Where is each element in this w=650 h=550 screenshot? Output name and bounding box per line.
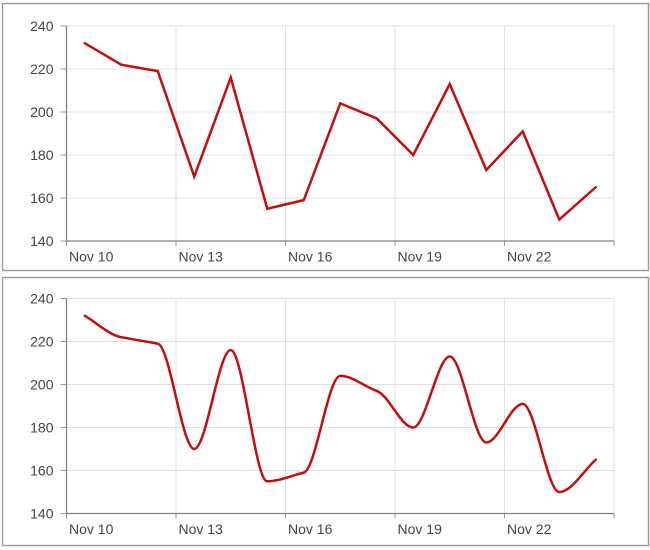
svg-text:180: 180 [30, 420, 54, 436]
svg-text:Nov 13: Nov 13 [179, 249, 224, 265]
svg-text:Nov 16: Nov 16 [288, 249, 333, 265]
svg-text:Nov 13: Nov 13 [179, 521, 224, 537]
svg-text:Nov 19: Nov 19 [398, 249, 443, 265]
svg-text:240: 240 [30, 18, 54, 34]
svg-text:140: 140 [30, 233, 54, 249]
svg-text:200: 200 [30, 104, 54, 120]
svg-text:Nov 19: Nov 19 [398, 521, 443, 537]
svg-text:140: 140 [30, 506, 54, 522]
svg-text:Nov 10: Nov 10 [69, 521, 114, 537]
svg-text:Nov 16: Nov 16 [288, 521, 333, 537]
svg-text:180: 180 [30, 147, 54, 163]
svg-text:220: 220 [30, 334, 54, 350]
svg-text:220: 220 [30, 61, 54, 77]
svg-text:Nov 22: Nov 22 [507, 521, 552, 537]
svg-text:Nov 10: Nov 10 [69, 249, 114, 265]
svg-text:240: 240 [30, 291, 54, 307]
svg-text:200: 200 [30, 377, 54, 393]
svg-text:Nov 22: Nov 22 [507, 249, 552, 265]
svg-text:160: 160 [30, 190, 54, 206]
svg-text:160: 160 [30, 463, 54, 479]
